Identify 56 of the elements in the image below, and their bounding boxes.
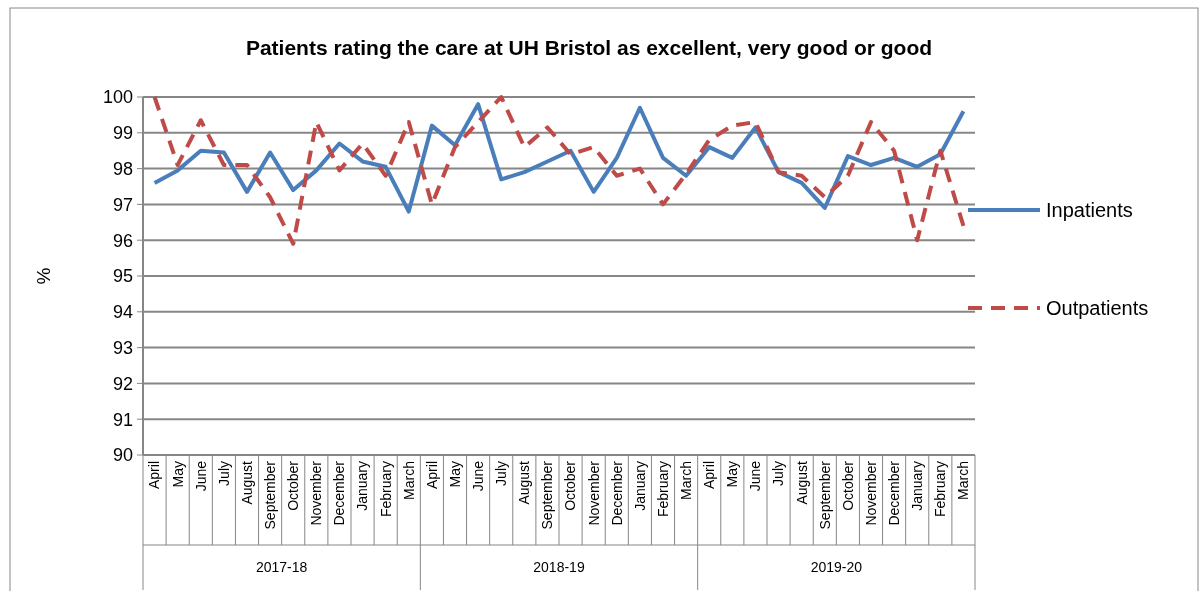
line-series [152, 95, 966, 246]
legend-label: Inpatients [1046, 199, 1133, 221]
x-tick-label: November [862, 460, 879, 526]
x-tick-label: August [238, 460, 255, 505]
x-tick-label: October [562, 460, 579, 511]
y-tick-label: 97 [112, 194, 133, 215]
x-tick-label: September [262, 460, 279, 530]
x-tick-label: April [146, 461, 163, 490]
x-tick-label: July [215, 461, 232, 486]
y-tick-label: 91 [112, 409, 133, 430]
x-tick-label: June [192, 460, 209, 492]
x-tick-label: March [400, 461, 417, 500]
x-tick-label: July [770, 461, 787, 486]
x-tick-label: May [724, 461, 741, 488]
y-tick-label: 96 [112, 230, 133, 251]
x-tick-label: May [169, 461, 186, 488]
x-tick-label: August [793, 460, 810, 505]
x-tick-label: December [886, 460, 903, 526]
x-tick-label: August [516, 460, 533, 505]
x-tick-label: February [654, 461, 671, 518]
text: 2017-18 [255, 559, 308, 575]
y-tick-label: 92 [112, 373, 133, 394]
legend-label: Outpatients [1046, 297, 1149, 319]
line-series [152, 102, 966, 214]
chart-title: Patients rating the care at UH Bristol as excellent, very good or good [245, 36, 933, 59]
x-tick-label: May [446, 461, 463, 488]
y-tick-label: 99 [112, 123, 133, 144]
x-tick-label: December [331, 460, 348, 526]
x-tick-label: January [354, 461, 371, 511]
x-tick-label: February [377, 461, 394, 518]
y-tick-label: 94 [112, 302, 133, 323]
x-tick-label: September [816, 460, 833, 530]
x-tick-label: February [932, 461, 949, 518]
text: 2018-19 [533, 559, 585, 575]
x-tick-label: November [585, 460, 602, 526]
x-tick-label: September [539, 460, 556, 530]
x-tick-label: December [608, 460, 625, 526]
x-tick-label: October [839, 460, 856, 511]
x-tick-label: June [747, 460, 764, 492]
x-tick-label: November [308, 460, 325, 526]
y-tick-label: 98 [112, 158, 133, 179]
y-tick-label: 100 [102, 87, 133, 108]
x-tick-label: April [701, 461, 718, 490]
y-tick-label: 93 [112, 337, 133, 358]
x-tick-label: October [285, 460, 302, 511]
x-tick-label: April [423, 461, 440, 490]
y-tick-label: 95 [112, 266, 133, 287]
x-tick-label: January [631, 461, 648, 511]
y-axis-title: % [33, 267, 54, 285]
x-tick-label: June [470, 460, 487, 492]
x-tick-label: March [678, 461, 695, 500]
text: 2019-20 [810, 559, 863, 575]
x-tick-label: March [955, 461, 972, 500]
y-tick-label: 90 [112, 445, 133, 466]
x-tick-label: January [909, 461, 926, 511]
x-tick-label: July [493, 461, 510, 486]
